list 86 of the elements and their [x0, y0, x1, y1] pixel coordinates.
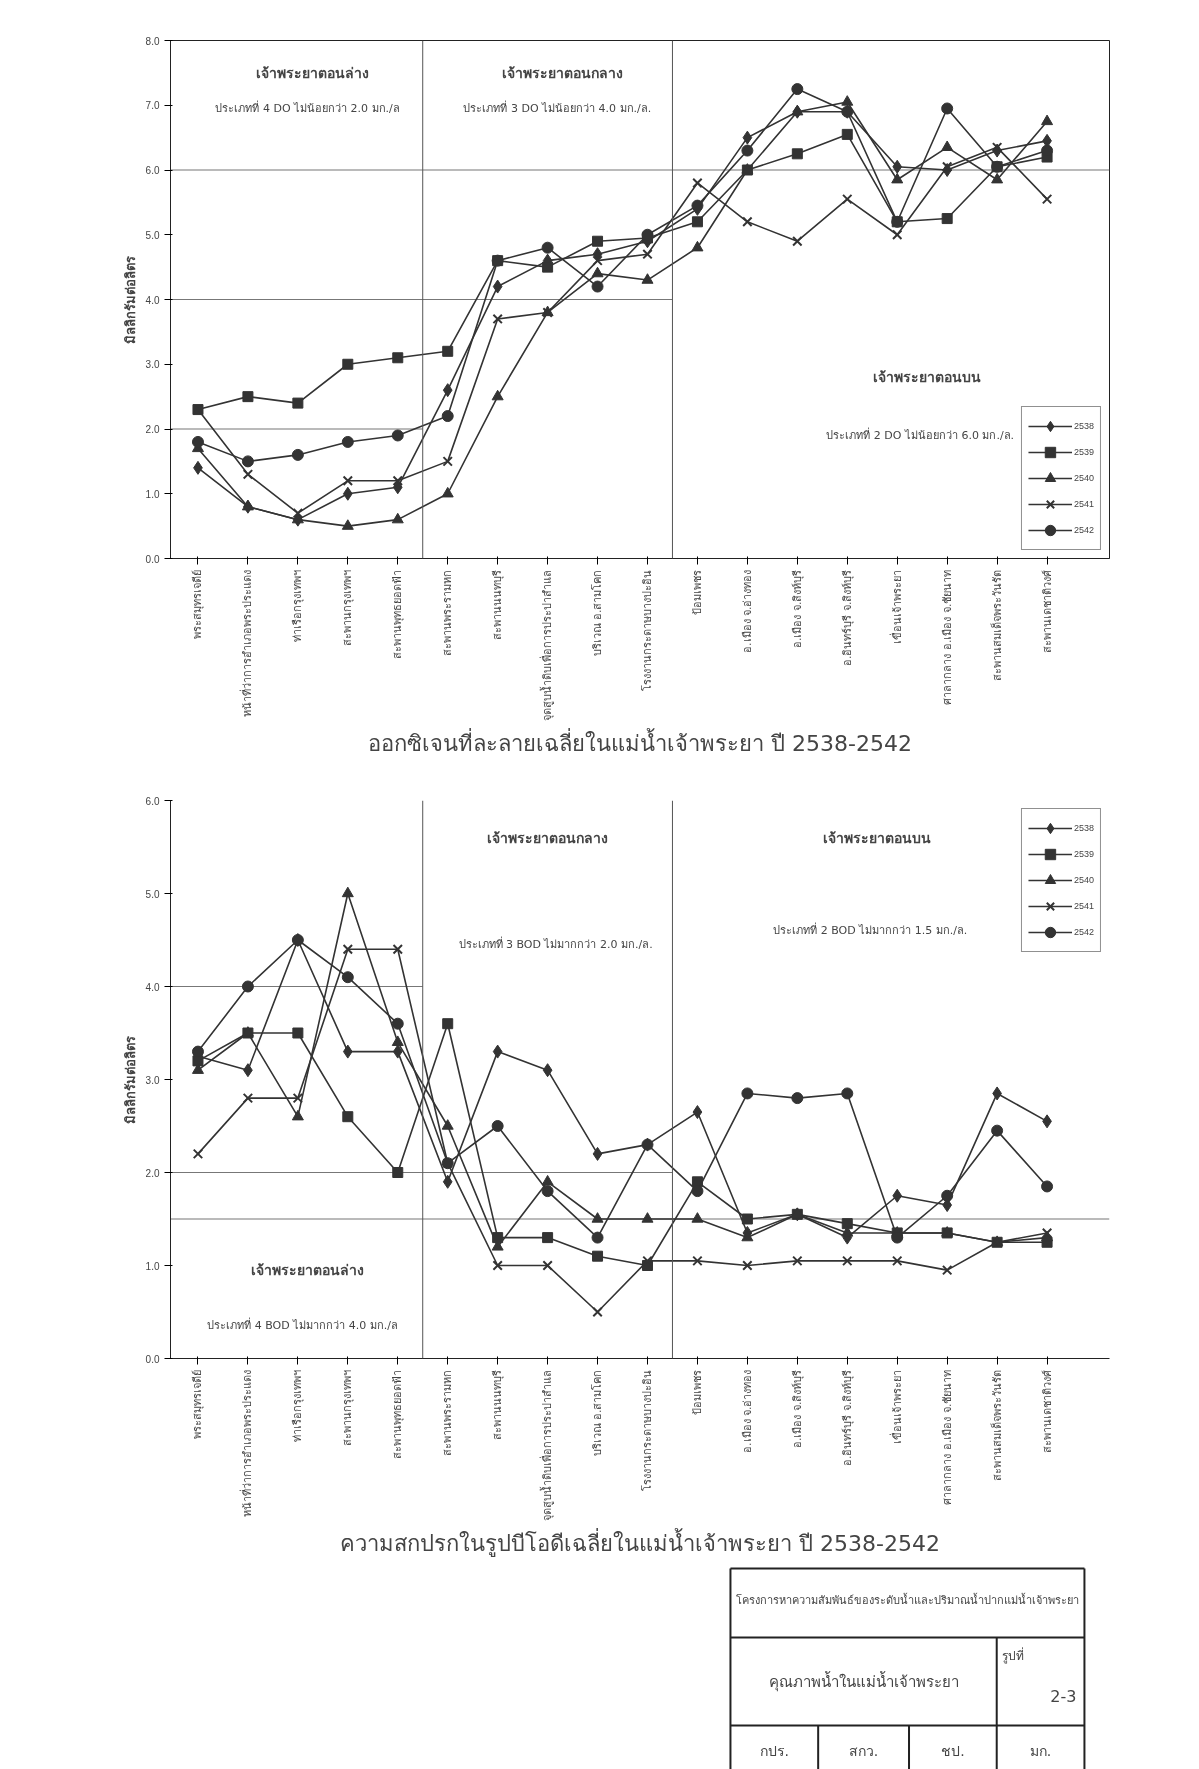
x-tick-label: สะพานสมเด็จพระวันรัต	[989, 569, 1004, 681]
y-tick-label: 8.0	[145, 35, 160, 47]
x-tick-label: เขื่อนเจ้าพระยา	[888, 1369, 904, 1444]
x-tick-label: สะพานกรุงเทพฯ	[341, 1369, 355, 1446]
legend-label: 2538	[1073, 421, 1094, 431]
annotation: ประเภทที่ 4 BOD ไม่มากกว่า 4.0 มก./ล	[207, 1317, 398, 1333]
annotation: เจ้าพระยาตอนล่าง	[251, 1262, 365, 1279]
legend-label: 2540	[1073, 875, 1094, 885]
y-tick-label: 2.0	[145, 1167, 160, 1179]
x-tick-label: อ.เมือง จ.อ่างทอง	[740, 569, 754, 653]
annotation: ประเภทที่ 4 DO ไม่น้อยกว่า 2.0 มก./ล	[215, 99, 400, 115]
x-tick-label: สะพานพระรามหก	[441, 1369, 455, 1456]
x-tick-label: พระสมุทรเจดีย์	[191, 1369, 205, 1439]
text: รูปที่	[1002, 1646, 1025, 1664]
x-tick-label: เขื่อนเจ้าพระยา	[888, 569, 904, 644]
y-tick-label: 4.0	[145, 294, 160, 306]
x-tick-label: สะพานนนทบุรี	[491, 1369, 505, 1440]
x-tick-label: ป้อมเพชร	[690, 1369, 704, 1415]
legend-label: 2539	[1073, 447, 1094, 457]
x-tick-label: จุดสูบน้ำดิบเพื่อการประปาสำแล	[539, 1369, 555, 1521]
annotation: ประเภทที่ 3 DO ไม่น้อยกว่า 4.0 มก./ล.	[463, 99, 652, 115]
y-tick-label: 3.0	[145, 1074, 160, 1086]
y-tick-label: 7.0	[145, 100, 160, 112]
legend-label: 2540	[1073, 473, 1094, 483]
text: โครงการหาความสัมพันธ์ของระดับน้ำและปริมาณน้ำปากแม่น้ำเจ้าพระยา	[735, 1592, 1079, 1607]
y-tick-label: 2.0	[145, 424, 160, 435]
legend-label: 2542	[1073, 927, 1094, 937]
x-tick-label: อ.อินทร์บุรี จ.สิงห์บุรี	[840, 569, 854, 666]
x-tick-label: สะพานกรุงเทพฯ	[341, 569, 355, 646]
x-tick-label: หน้าที่ว่าการอำเภอพระประแดง	[239, 569, 255, 717]
y-tick-label: 5.0	[145, 229, 160, 241]
annotation: เจ้าพระยาตอนล่าง	[256, 64, 370, 81]
x-tick-label: สะพานเดชาติวงศ์	[1040, 1369, 1054, 1453]
y-tick-label: 1.0	[145, 1260, 160, 1272]
text: ชป.	[941, 1742, 965, 1759]
text: คุณภาพน้ำในแม่น้ำเจ้าพระยา	[768, 1670, 959, 1692]
y-tick-label: 0.0	[145, 553, 160, 565]
x-tick-label: สะพานพุทธยอดฟ้า	[391, 569, 405, 659]
text: ความสกปรกในรูปบีโอดีเฉลี่ยในแม่น้ำเจ้าพระยา ปี 2538-2542	[340, 1527, 940, 1557]
annotation: เจ้าพระยาตอนกลาง	[487, 829, 609, 846]
annotation: ประเภทที่ 2 DO ไม่น้อยกว่า 6.0 มก./ล.	[826, 426, 1015, 442]
x-tick-label: พระสมุทรเจดีย์	[191, 569, 205, 639]
x-tick-label: หน้าที่ว่าการอำเภอพระประแดง	[239, 1369, 255, 1517]
y-tick-label: 6.0	[145, 795, 160, 807]
legend-label: 2538	[1073, 823, 1094, 833]
annotation: เจ้าพระยาตอนบน	[873, 369, 982, 386]
x-tick-label: อ.เมือง จ.อ่างทอง	[740, 1369, 754, 1453]
text: 2-3	[1050, 1686, 1077, 1706]
x-tick-label: อ.เมือง จ.สิงห์บุรี	[790, 1369, 804, 1448]
y-axis-title: มิลลิกรัมต่อลิตร	[122, 255, 138, 344]
x-tick-label: อ.อินทร์บุรี จ.สิงห์บุรี	[840, 1369, 854, 1466]
x-tick-label: สะพานสมเด็จพระวันรัต	[989, 1369, 1004, 1481]
x-tick-label: บริเวณ อ.สามโคก	[590, 569, 605, 657]
y-tick-label: 4.0	[145, 981, 160, 993]
annotation: ประเภทที่ 2 BOD ไม่มากกว่า 1.5 มก./ล.	[773, 922, 968, 938]
annotation: ประเภทที่ 3 BOD ไม่มากกว่า 2.0 มก./ล.	[458, 936, 653, 952]
legend-label: 2542	[1073, 525, 1094, 535]
x-tick-label: สะพานพระรามหก	[441, 569, 455, 656]
x-tick-label: สะพานนนทบุรี	[491, 569, 505, 640]
text: กปร.	[759, 1742, 790, 1759]
legend-label: 2539	[1073, 849, 1094, 859]
x-tick-label: ท่าเรือกรุงเทพฯ	[291, 1369, 305, 1442]
legend-label: 2541	[1073, 901, 1094, 911]
y-tick-label: 3.0	[145, 359, 160, 371]
x-tick-label: จุดสูบน้ำดิบเพื่อการประปาสำแล	[539, 569, 555, 721]
x-tick-label: ศาลากลาง อ.เมือง จ.ชัยนาท	[940, 1369, 954, 1505]
y-axis-title: มิลลิกรัมต่อลิตร	[122, 1035, 138, 1124]
text: มก.	[1029, 1742, 1052, 1759]
text: สกว.	[848, 1742, 879, 1759]
x-tick-label: อ.เมือง จ.สิงห์บุรี	[790, 569, 804, 648]
y-tick-label: 6.0	[145, 165, 160, 176]
x-tick-label: ท่าเรือกรุงเทพฯ	[291, 569, 305, 642]
legend-label: 2541	[1073, 499, 1094, 509]
x-tick-label: โรงงานกระดาษบางปะอิน	[639, 569, 654, 691]
x-tick-label: บริเวณ อ.สามโคก	[590, 1369, 605, 1457]
x-tick-label: สะพานเดชาติวงศ์	[1040, 569, 1054, 653]
text: ออกซิเจนที่ละลายเฉลี่ยในแม่น้ำเจ้าพระยา ปี 2538-2542	[368, 727, 912, 756]
x-tick-label: โรงงานกระดาษบางปะอิน	[639, 1369, 654, 1491]
y-tick-label: 5.0	[145, 888, 160, 900]
y-tick-label: 1.0	[145, 488, 160, 500]
x-tick-label: ศาลากลาง อ.เมือง จ.ชัยนาท	[940, 569, 954, 705]
x-tick-label: สะพานพุทธยอดฟ้า	[391, 1369, 405, 1459]
annotation: เจ้าพระยาตอนกลาง	[502, 64, 624, 81]
x-tick-label: ป้อมเพชร	[690, 569, 704, 615]
annotation: เจ้าพระยาตอนบน	[823, 829, 932, 846]
y-tick-label: 0.0	[145, 1353, 160, 1365]
